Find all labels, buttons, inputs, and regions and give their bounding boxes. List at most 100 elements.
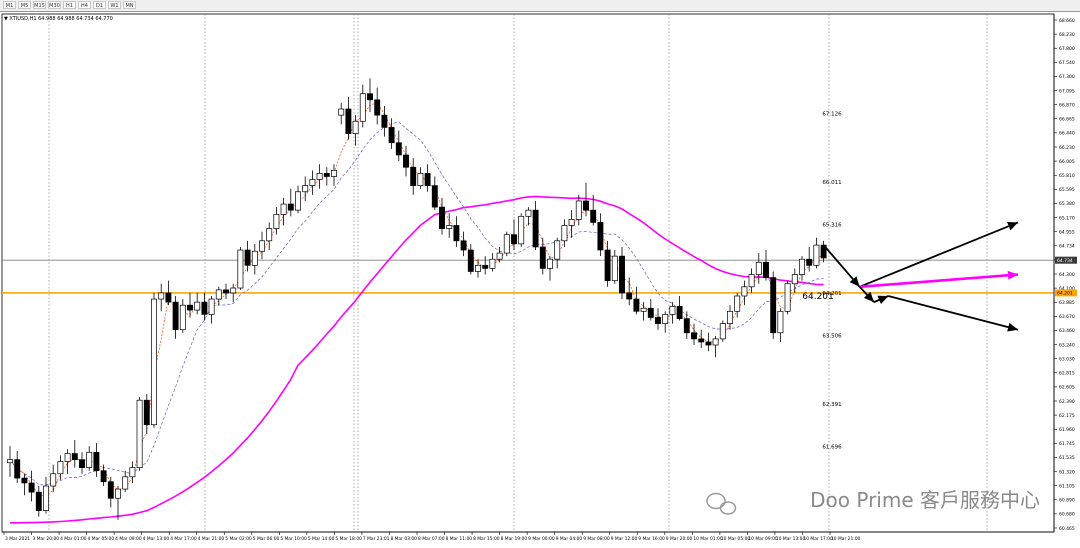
time-tick-label: 7 Mar 23:01 (363, 536, 390, 542)
bull-candle (755, 261, 762, 275)
time-tick-label: 9 Mar 16:00 (638, 536, 665, 542)
bull-candle (57, 461, 64, 475)
price-tick-label: 66.005 (1059, 159, 1075, 165)
time-tick-label: 10 Mar 13:00 (776, 536, 806, 542)
time-tick-label: 5 Mar 18:00 (335, 536, 362, 542)
time-tick-label: 9 Mar 00:00 (528, 536, 555, 542)
bull-candle (352, 120, 359, 134)
bull-candle (295, 191, 301, 211)
bull-candle (208, 298, 215, 315)
bull-candle (331, 169, 337, 177)
price-tick-label: 60.465 (1059, 526, 1075, 532)
time-tick-label: 4 Mar 17:00 (170, 536, 197, 542)
timeframe-button-w1[interactable]: W1 (108, 1, 121, 9)
bull-candle (727, 310, 733, 324)
bear-candle (532, 209, 539, 248)
timeframe-button-h4[interactable]: H4 (78, 1, 91, 9)
bull-candle (122, 476, 129, 490)
bull-candle (611, 255, 618, 282)
timeframe-button-m1[interactable]: M1 (3, 1, 16, 9)
time-tick-label: 10 Mar 05:00 (721, 536, 751, 542)
slow-moving-average (10, 195, 824, 524)
bear-candle (14, 459, 21, 479)
bull-candle (748, 274, 755, 288)
bear-candle (424, 173, 431, 186)
bear-candle (223, 289, 229, 294)
chart-header: ▼ XTIUSD,H1 64.988 64.988 64.734 64.770 (4, 16, 113, 22)
price-tick-label: 61.320 (1059, 469, 1075, 475)
bear-candle (698, 338, 705, 343)
time-tick-label: 10 Mar 09:00 (748, 536, 778, 542)
timeframe-button-d1[interactable]: D1 (93, 1, 106, 9)
time-tick-label: 4 Mar 21:00 (198, 536, 225, 542)
bear-candle (410, 166, 417, 186)
current-price-tag-label: 64.734 (1057, 258, 1073, 264)
bull-candle (568, 219, 575, 226)
bull-candle (799, 258, 805, 275)
time-tick-label: 10 Mar 01:00 (693, 536, 723, 542)
price-tick-label: 66.665 (1059, 117, 1075, 123)
bull-candle (554, 240, 561, 260)
timeframe-button-mn[interactable]: MN (123, 1, 136, 9)
bull-candle (777, 310, 784, 334)
bear-candle (467, 249, 474, 272)
price-chart[interactable]: ▼ XTIUSD,H1 64.988 64.988 64.734 64.770 … (0, 12, 1080, 544)
chart-window[interactable]: ▼ XTIUSD,H1 64.988 64.988 64.734 64.770 … (0, 11, 1080, 544)
bull-candle (266, 228, 273, 242)
bull-candle (503, 234, 510, 254)
time-tick-label: 8 Mar 11:00 (446, 536, 473, 542)
bear-candle (691, 332, 697, 340)
projection-arrow-head (877, 295, 889, 305)
bull-candle (662, 314, 669, 324)
fast-moving-average (9, 102, 824, 497)
bull-candle (784, 283, 791, 312)
bull-candle (230, 287, 237, 294)
price-tick-label: 63.030 (1059, 356, 1075, 362)
bear-candle (21, 477, 28, 484)
bull-candle (791, 274, 798, 285)
level-label: 64.201 (822, 291, 841, 297)
price-tick-label: 67.095 (1059, 88, 1075, 94)
level-label: 63.506 (822, 333, 842, 339)
bull-candle (7, 459, 13, 464)
projection-arrow-head (1007, 222, 1018, 231)
bull-candle (280, 203, 287, 215)
time-tick-label: 8 Mar 07:00 (418, 536, 445, 542)
bull-candle (518, 215, 525, 245)
price-tick-label: 60.890 (1059, 498, 1075, 504)
bear-candle (431, 185, 438, 208)
time-tick-label: 10 Mar 21:00 (831, 536, 861, 542)
price-tick-label: 64.734 (1059, 244, 1075, 250)
bull-candle (734, 295, 741, 312)
bear-candle (626, 292, 633, 300)
price-tick-label: 60.680 (1059, 512, 1075, 518)
timeframe-button-m5[interactable]: M5 (18, 1, 31, 9)
price-tick-label: 64.100 (1059, 286, 1075, 292)
timeframe-button-m30[interactable]: M30 (48, 1, 61, 9)
bull-candle (813, 244, 820, 266)
bear-candle (107, 481, 114, 499)
price-tick-label: 66.230 (1059, 145, 1075, 151)
bull-candle (179, 304, 186, 331)
bear-candle (583, 200, 589, 211)
bull-candle (115, 488, 121, 499)
mid-moving-average (9, 121, 824, 486)
timeframe-button-m15[interactable]: M15 (33, 1, 46, 9)
time-tick-label: 9 Mar 12:00 (611, 536, 638, 542)
bear-candle (439, 206, 445, 229)
bear-candle (683, 318, 690, 334)
timeframe-button-h1[interactable]: H1 (63, 1, 76, 9)
horizontal-levels (2, 259, 1054, 294)
bear-candle (676, 306, 683, 320)
projection-arrow-line (888, 295, 1019, 331)
support-price-tag-label: 64.201 (1057, 291, 1073, 297)
time-tick-label: 4 Mar 09:00 (115, 536, 142, 542)
vertical-gridlines (48, 14, 988, 532)
bear-candle (28, 482, 35, 493)
bull-candle (561, 225, 568, 242)
price-tick-label: 65.595 (1059, 187, 1075, 193)
wechat-icon (706, 492, 737, 515)
level-label: 66.011 (822, 180, 841, 186)
moving-averages (9, 102, 824, 524)
bear-candle (604, 249, 611, 282)
